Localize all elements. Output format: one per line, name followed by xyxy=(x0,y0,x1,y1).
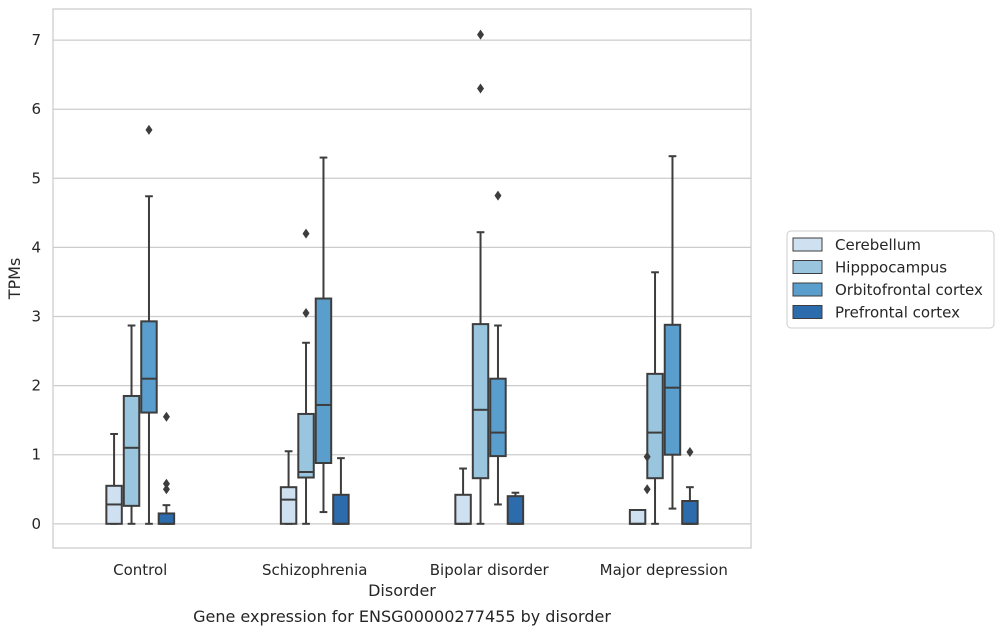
legend-frame xyxy=(786,230,995,329)
x-tick-label: Major depression xyxy=(600,561,728,579)
y-tick-label: 4 xyxy=(31,238,41,256)
box-prefrontal-cortex xyxy=(332,457,350,525)
y-tick-label: 7 xyxy=(31,31,41,49)
box-prefrontal-cortex xyxy=(681,446,699,525)
box-iqr xyxy=(471,323,490,480)
legend-swatch xyxy=(792,260,823,274)
y-tick-label: 0 xyxy=(31,515,41,533)
box-iqr xyxy=(157,512,176,525)
legend-label: Orbitofrontal cortex xyxy=(835,281,983,299)
y-tick-label: 2 xyxy=(31,377,41,395)
box-iqr xyxy=(122,394,141,507)
box-iqr xyxy=(454,493,472,525)
chart-caption: Gene expression for ENSG00000277455 by d… xyxy=(193,607,611,626)
outlier-point xyxy=(686,446,694,457)
y-tick-label: 3 xyxy=(31,308,41,326)
legend-label: Cerebellum xyxy=(835,236,921,254)
box-iqr xyxy=(646,372,664,480)
x-tick-label: Control xyxy=(113,561,167,579)
y-tick-labels: 0 1 2 3 4 5 6 7 xyxy=(31,31,41,533)
legend-label: Prefrontal cortex xyxy=(835,304,960,322)
box-iqr xyxy=(332,493,350,525)
plot-area xyxy=(52,8,752,549)
box-iqr xyxy=(489,377,507,458)
y-tick-label: 6 xyxy=(31,100,41,118)
outlier-point xyxy=(643,484,651,495)
box-orbitofrontal-cortex xyxy=(314,156,333,514)
outlier-point xyxy=(302,228,310,239)
legend-swatch xyxy=(792,237,823,252)
legend-swatch xyxy=(792,282,823,297)
outlier-point xyxy=(162,484,170,495)
legend-swatch xyxy=(792,305,823,319)
box-hipppocampus xyxy=(646,271,664,525)
box-iqr xyxy=(140,320,158,414)
outlier-point xyxy=(477,29,485,40)
outlier-point xyxy=(494,190,502,201)
box-cerebellum xyxy=(279,450,298,525)
box-iqr xyxy=(681,500,699,525)
box-hipppocampus xyxy=(297,228,315,525)
outlier-point xyxy=(643,451,651,462)
extra-outliers xyxy=(643,451,651,495)
x-axis-label: Disorder xyxy=(368,581,436,600)
x-tick-label: Bipolar disorder xyxy=(430,561,550,579)
box-iqr xyxy=(506,495,525,525)
box-iqr xyxy=(279,486,298,525)
y-tick-label: 1 xyxy=(31,446,41,464)
box-prefrontal-cortex xyxy=(157,411,176,525)
box-orbitofrontal-cortex xyxy=(489,190,507,506)
outlier-point xyxy=(145,124,153,135)
box-hipppocampus xyxy=(471,29,490,525)
box-cerebellum xyxy=(454,467,472,525)
box-prefrontal-cortex xyxy=(506,491,525,525)
outlier-point xyxy=(477,83,485,94)
box-groups xyxy=(105,29,699,525)
outlier-point xyxy=(162,478,170,489)
x-tick-labels: Control Schizophrenia Bipolar disorder Majo… xyxy=(113,561,728,579)
box-iqr xyxy=(314,297,333,465)
outlier-point xyxy=(302,308,310,319)
box-iqr xyxy=(663,323,682,456)
gridlines xyxy=(53,39,751,525)
outlier-point xyxy=(162,411,170,422)
box-orbitofrontal-cortex xyxy=(140,124,158,525)
box-iqr xyxy=(297,412,315,479)
box-iqr xyxy=(628,508,647,525)
x-tick-label: Schizophrenia xyxy=(262,561,367,579)
box-cerebellum xyxy=(105,432,123,525)
box-cerebellum xyxy=(628,508,647,525)
y-axis-label: TPMs xyxy=(5,258,24,301)
y-tick-label: 5 xyxy=(31,169,41,187)
legend: Cerebellum Hipppocampus Orbitofrontal cort… xyxy=(786,230,995,329)
box-hipppocampus xyxy=(122,324,141,525)
box-orbitofrontal-cortex xyxy=(663,155,682,510)
legend-label: Hipppocampus xyxy=(835,259,947,277)
